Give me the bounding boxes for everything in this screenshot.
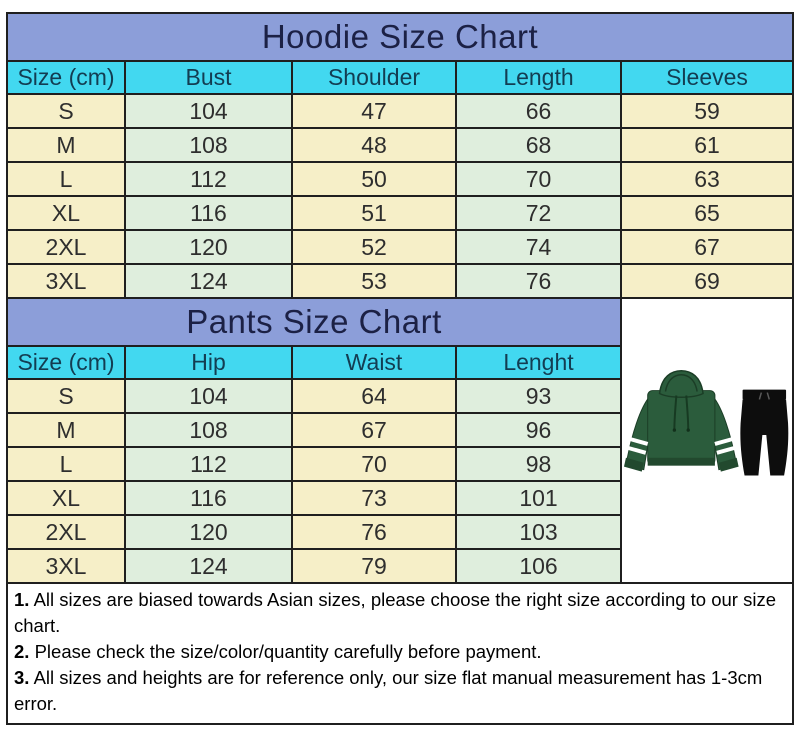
size-cell: 108 — [126, 414, 291, 446]
size-cell: 3XL — [8, 265, 124, 297]
note-3-number: 3. — [14, 667, 30, 688]
size-cell: 96 — [457, 414, 620, 446]
size-cell: 72 — [457, 197, 620, 229]
size-cell: 106 — [457, 550, 620, 582]
size-cell: M — [8, 414, 124, 446]
tracksuit-illustration — [623, 370, 789, 476]
size-cell: 3XL — [8, 550, 124, 582]
sizing-notes: 1. All sizes are biased towards Asian si… — [6, 582, 794, 725]
size-cell: 51 — [293, 197, 455, 229]
size-cell: 65 — [622, 197, 792, 229]
size-cell: 2XL — [8, 516, 124, 548]
size-cell: 104 — [126, 380, 291, 412]
pants-chart-title: Pants Size Chart — [8, 299, 620, 345]
pants-header-lenght: Lenght — [457, 347, 620, 378]
size-cell: L — [8, 163, 124, 195]
size-cell: 66 — [457, 95, 620, 127]
note-1: 1. All sizes are biased towards Asian si… — [14, 587, 784, 639]
size-cell: 124 — [126, 550, 291, 582]
size-cell: S — [8, 380, 124, 412]
note-1-text: All sizes are biased towards Asian sizes… — [14, 589, 777, 636]
size-cell: 112 — [126, 448, 291, 480]
size-cell: 63 — [622, 163, 792, 195]
size-cell: 68 — [457, 129, 620, 161]
size-cell: 61 — [622, 129, 792, 161]
size-cell: 67 — [293, 414, 455, 446]
hoodie-header-size: Size (cm) — [8, 62, 124, 93]
product-image — [622, 299, 792, 582]
note-3: 3. All sizes and heights are for referen… — [14, 665, 784, 717]
pants-header-size: Size (cm) — [8, 347, 124, 378]
size-cell: 53 — [293, 265, 455, 297]
size-cell: 70 — [293, 448, 455, 480]
size-cell: XL — [8, 482, 124, 514]
size-cell: 120 — [126, 516, 291, 548]
size-cell: 50 — [293, 163, 455, 195]
size-cell: 70 — [457, 163, 620, 195]
hoodie-header-sleeves: Sleeves — [622, 62, 792, 93]
hoodie-header-bust: Bust — [126, 62, 291, 93]
size-cell: 101 — [457, 482, 620, 514]
pants-header-waist: Waist — [293, 347, 455, 378]
size-cell: XL — [8, 197, 124, 229]
size-cell: 64 — [293, 380, 455, 412]
size-cell: 116 — [126, 197, 291, 229]
size-cell: 47 — [293, 95, 455, 127]
note-3-text: All sizes and heights are for reference … — [14, 667, 763, 714]
size-cell: 76 — [457, 265, 620, 297]
pants-illustration — [740, 389, 789, 476]
hoodie-header-length: Length — [457, 62, 620, 93]
size-cell: 76 — [293, 516, 455, 548]
size-cell: 59 — [622, 95, 792, 127]
size-cell: S — [8, 95, 124, 127]
hoodie-header-shoulder: Shoulder — [293, 62, 455, 93]
size-cell: M — [8, 129, 124, 161]
hoodie-chart-title: Hoodie Size Chart — [8, 14, 792, 60]
pants-size-table: Pants Size Chart — [6, 297, 794, 584]
size-cell: 48 — [293, 129, 455, 161]
size-cell: 52 — [293, 231, 455, 263]
size-cell: 74 — [457, 231, 620, 263]
size-cell: 2XL — [8, 231, 124, 263]
hoodie-illustration — [623, 370, 739, 472]
size-cell: 79 — [293, 550, 455, 582]
pants-header-hip: Hip — [126, 347, 291, 378]
note-2-number: 2. — [14, 641, 30, 662]
size-cell: L — [8, 448, 124, 480]
hoodie-size-table: Hoodie Size Chart Size (cm) Bust Shoulde… — [6, 12, 794, 299]
size-cell: 104 — [126, 95, 291, 127]
size-cell: 98 — [457, 448, 620, 480]
size-cell: 116 — [126, 482, 291, 514]
size-cell: 67 — [622, 231, 792, 263]
note-2-text: Please check the size/color/quantity car… — [34, 641, 542, 662]
size-cell: 69 — [622, 265, 792, 297]
note-1-number: 1. — [14, 589, 30, 610]
size-cell: 112 — [126, 163, 291, 195]
size-chart-sheet: Hoodie Size Chart Size (cm) Bust Shoulde… — [6, 12, 794, 725]
size-cell: 73 — [293, 482, 455, 514]
size-cell: 120 — [126, 231, 291, 263]
size-cell: 93 — [457, 380, 620, 412]
size-cell: 108 — [126, 129, 291, 161]
size-cell: 124 — [126, 265, 291, 297]
size-cell: 103 — [457, 516, 620, 548]
note-2: 2. Please check the size/color/quantity … — [14, 639, 784, 665]
